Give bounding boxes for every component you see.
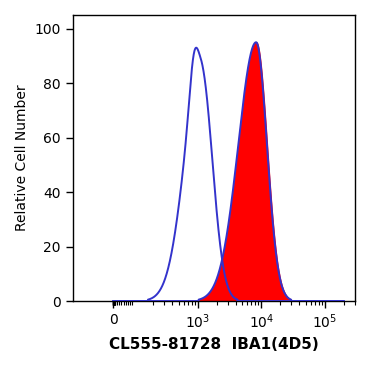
X-axis label: CL555-81728  IBA1(4D5): CL555-81728 IBA1(4D5) (109, 337, 319, 352)
Y-axis label: Relative Cell Number: Relative Cell Number (15, 85, 29, 231)
